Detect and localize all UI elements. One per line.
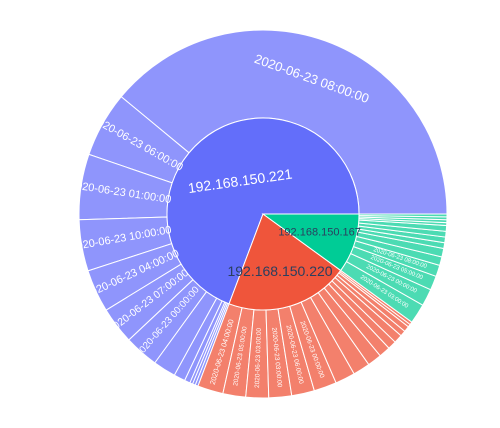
label-192-168-150-167: 192.168.150.167 (278, 226, 361, 238)
sector-192-168-150-167[interactable] (261, 213, 360, 272)
inner-ring (166, 117, 360, 311)
label-192-168-150-220: 192.168.150.220 (227, 263, 332, 279)
outer-ring (78, 29, 448, 399)
label-192-168-150-220-child-2: 2020-06-23 03:00:00 (254, 327, 263, 388)
sector-192-168-150-220[interactable] (228, 213, 342, 311)
sector-192-168-150-221[interactable] (166, 117, 360, 305)
